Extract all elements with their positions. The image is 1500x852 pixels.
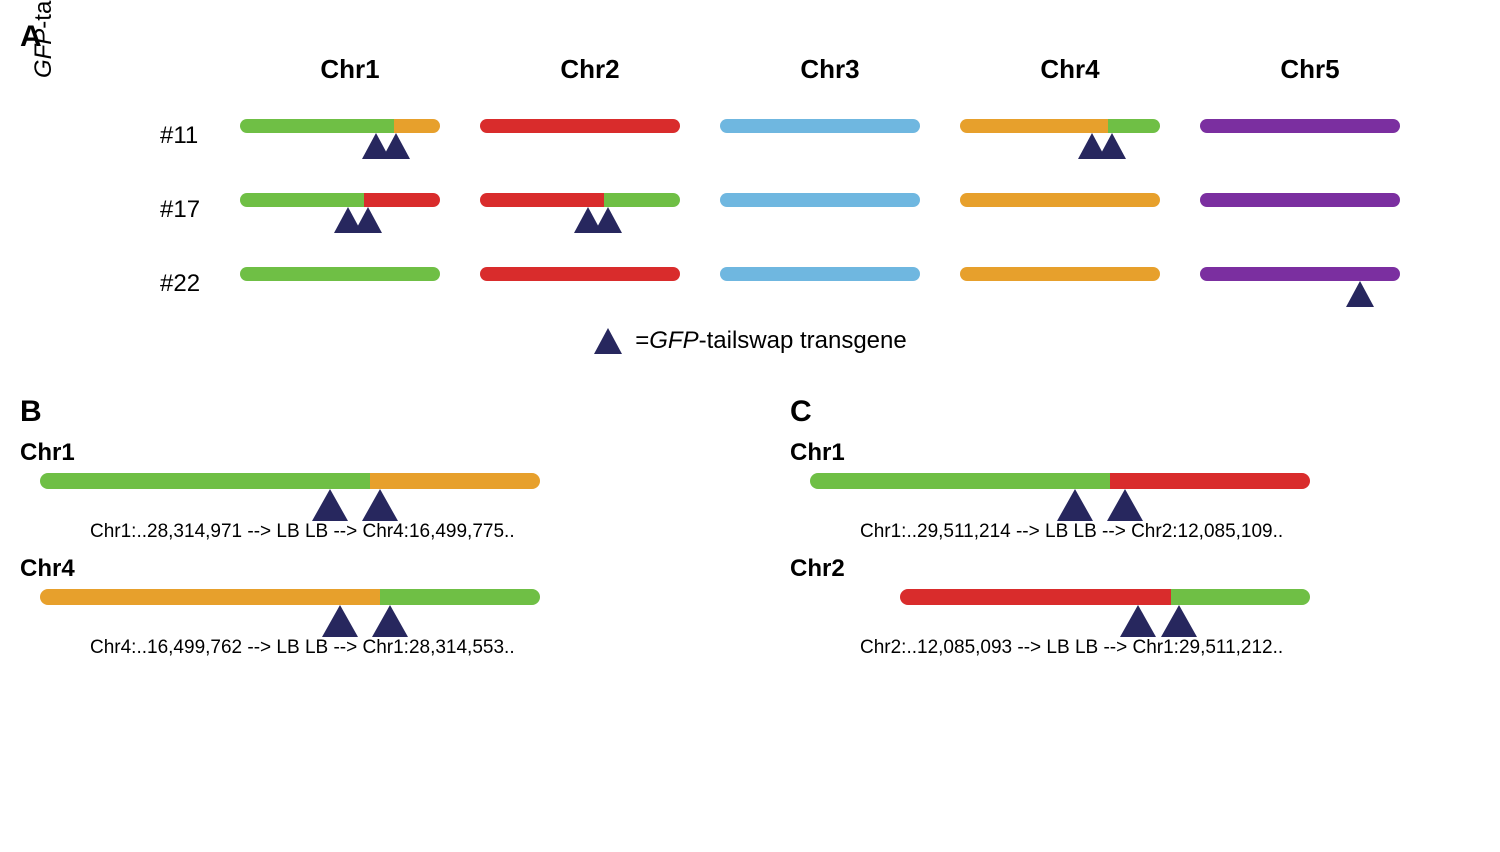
col-header: Chr4 <box>950 54 1190 85</box>
bc-chr-title: Chr1 <box>790 439 1480 467</box>
chromosome-cell <box>950 113 1190 159</box>
triangle-icon <box>372 605 408 637</box>
y-axis-label-italic: GFP <box>30 29 57 78</box>
bc-segment <box>1171 589 1310 605</box>
chromosome-segment <box>394 119 440 133</box>
triangle-icon <box>1120 605 1156 637</box>
triangle-icon <box>1161 605 1197 637</box>
chromosome-segment <box>1108 119 1160 133</box>
col-header: Chr3 <box>710 54 950 85</box>
bc-segment <box>1110 473 1310 489</box>
column-headers: Chr1 Chr2 Chr3 Chr4 Chr5 <box>160 54 1480 85</box>
triangle-icon <box>593 328 623 354</box>
bottom-panels: B Chr1 Chr1:..28,314,971 --> LB LB --> Ch… <box>20 395 1480 671</box>
chromosome-segment <box>1200 193 1400 207</box>
chromosome-row: #11 <box>160 113 1480 159</box>
chromosome-cell <box>710 113 950 159</box>
triangle-icon <box>1057 489 1093 521</box>
bc-annotation: Chr2:..12,085,093 --> LB LB --> Chr1:29,… <box>860 637 1480 659</box>
chromosome-cell <box>710 261 950 307</box>
chromosome-segment <box>480 193 604 207</box>
chromosome-segment <box>240 119 394 133</box>
chromosome-segment <box>960 267 1160 281</box>
bc-segment <box>40 473 370 489</box>
bc-chr-title: Chr4 <box>20 555 710 583</box>
chromosome-cell <box>710 187 950 233</box>
panel-a-label: A <box>20 20 1480 54</box>
panel-b-label: B <box>20 395 710 429</box>
chromosome-segment <box>1200 119 1400 133</box>
chromosome-cell <box>470 187 710 233</box>
chromosome-cell <box>1190 113 1430 159</box>
chromosome-cell <box>470 113 710 159</box>
bc-segment <box>370 473 540 489</box>
chromosome-cell <box>230 113 470 159</box>
bc-row: Chr1 Chr1:..29,511,214 --> LB LB --> Chr2… <box>790 439 1480 543</box>
chromosome-cell <box>230 187 470 233</box>
legend-suffix: -tailswap transgene <box>699 327 907 355</box>
triangle-icon <box>382 133 410 159</box>
row-label: #22 <box>160 270 230 298</box>
bc-bar-wrap <box>810 587 1370 637</box>
row-label: #11 <box>160 122 230 150</box>
chromosome-segment <box>720 267 920 281</box>
legend-eq: = <box>635 327 649 355</box>
bc-row: Chr1 Chr1:..28,314,971 --> LB LB --> Chr4… <box>20 439 710 543</box>
y-axis-label: GFP-tailswap Line <box>30 0 58 110</box>
chromosome-cell <box>950 261 1190 307</box>
triangle-icon <box>1346 281 1374 307</box>
triangle-icon <box>594 207 622 233</box>
bc-chr-title: Chr1 <box>20 439 710 467</box>
bc-chr-title: Chr2 <box>790 555 1480 583</box>
chromosome-cell <box>230 261 470 307</box>
bc-annotation: Chr1:..29,511,214 --> LB LB --> Chr2:12,… <box>860 521 1480 543</box>
bc-bar-wrap <box>40 471 600 521</box>
col-header: Chr5 <box>1190 54 1430 85</box>
bc-annotation: Chr1:..28,314,971 --> LB LB --> Chr4:16,… <box>90 521 710 543</box>
y-axis-label-suffix: -tailswap Line <box>30 0 57 29</box>
triangle-icon <box>362 489 398 521</box>
chromosome-segment <box>604 193 680 207</box>
bc-row: Chr4 Chr4:..16,499,762 --> LB LB --> Chr1… <box>20 555 710 659</box>
col-header: Chr1 <box>230 54 470 85</box>
bc-segment <box>40 589 380 605</box>
chromosome-row: #22 <box>160 261 1480 307</box>
legend-italic: GFP <box>649 327 698 355</box>
chromosome-segment <box>960 193 1160 207</box>
chromosome-segment <box>1200 267 1400 281</box>
panel-c-label: C <box>790 395 1480 429</box>
chromosome-segment <box>720 119 920 133</box>
chromosome-segment <box>960 119 1108 133</box>
bc-segment <box>380 589 540 605</box>
panel-a: A GFP-tailswap Line Chr1 Chr2 Chr3 Chr4 … <box>20 20 1480 355</box>
chromosome-segment <box>240 193 364 207</box>
chromosome-cell <box>1190 187 1430 233</box>
triangle-icon <box>1107 489 1143 521</box>
panel-c: C Chr1 Chr1:..29,511,214 --> LB LB --> Ch… <box>790 395 1480 671</box>
triangle-icon <box>312 489 348 521</box>
bc-segment <box>810 473 1110 489</box>
chromosome-segment <box>480 267 680 281</box>
bc-row: Chr2 Chr2:..12,085,093 --> LB LB --> Chr1… <box>790 555 1480 659</box>
triangle-icon <box>1098 133 1126 159</box>
triangle-icon <box>322 605 358 637</box>
chromosome-segment <box>720 193 920 207</box>
chromosome-segment <box>480 119 680 133</box>
chromosome-segment <box>364 193 440 207</box>
bc-bar-wrap <box>810 471 1370 521</box>
chromosome-cell <box>950 187 1190 233</box>
chromosome-cell <box>470 261 710 307</box>
triangle-icon <box>354 207 382 233</box>
legend: = GFP -tailswap transgene <box>20 327 1480 355</box>
chromosome-row: #17 <box>160 187 1480 233</box>
panel-b: B Chr1 Chr1:..28,314,971 --> LB LB --> Ch… <box>20 395 710 671</box>
col-header: Chr2 <box>470 54 710 85</box>
chromosome-segment <box>240 267 440 281</box>
chromosome-cell <box>1190 261 1430 307</box>
bc-bar-wrap <box>40 587 600 637</box>
row-label: #17 <box>160 196 230 224</box>
bc-segment <box>900 589 1171 605</box>
bc-annotation: Chr4:..16,499,762 --> LB LB --> Chr1:28,… <box>90 637 710 659</box>
